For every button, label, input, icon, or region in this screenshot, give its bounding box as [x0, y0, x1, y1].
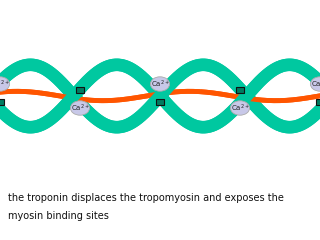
Text: Ca$^{2+}$: Ca$^{2+}$	[70, 102, 90, 114]
Text: Ca$^{2+}$: Ca$^{2+}$	[0, 78, 10, 90]
Circle shape	[70, 101, 90, 115]
Circle shape	[230, 101, 250, 115]
Text: Ca$^{2+}$: Ca$^{2+}$	[310, 78, 320, 90]
Text: Ca$^{2+}$: Ca$^{2+}$	[230, 102, 250, 114]
Text: the troponin displaces the tropomyosin and exposes the: the troponin displaces the tropomyosin a…	[8, 193, 284, 203]
Circle shape	[310, 77, 320, 91]
Circle shape	[150, 77, 170, 91]
Circle shape	[0, 77, 10, 91]
Text: Ca$^{2+}$: Ca$^{2+}$	[150, 78, 170, 90]
Text: myosin binding sites: myosin binding sites	[8, 211, 109, 221]
